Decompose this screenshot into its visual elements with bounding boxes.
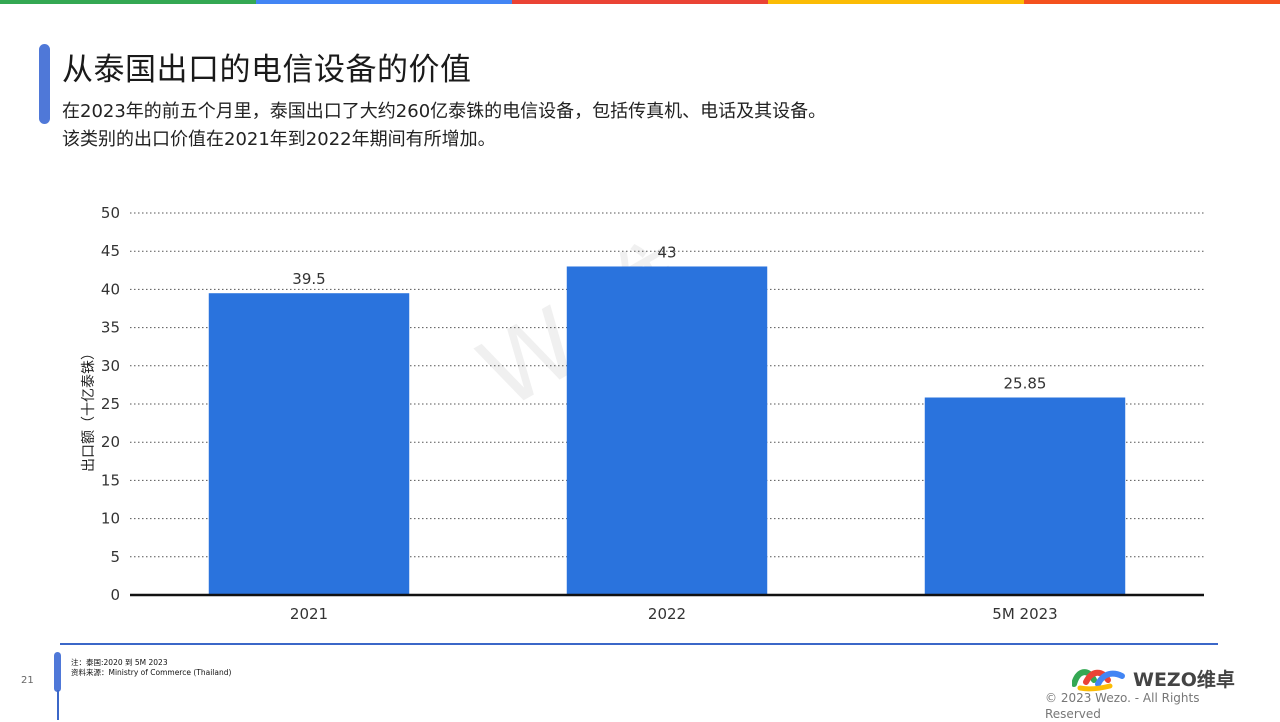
title-accent-bar [39,44,50,124]
top-bar-segment-blue [256,0,512,4]
y-tick-label: 5 [110,548,120,566]
y-tick-label: 15 [101,471,120,489]
page-subtitle: 在2023年的前五个月里，泰国出口了大约260亿泰铢的电信设备，包括传真机、电话… [62,98,826,154]
y-tick-label: 50 [101,204,120,222]
copyright: © 2023 Wezo. - All Rights Reserved [1045,691,1200,721]
subtitle-line-1: 在2023年的前五个月里，泰国出口了大约260亿泰铢的电信设备，包括传真机、电话… [62,101,827,122]
bar [566,266,768,595]
wezo-logo-icon [1072,669,1125,692]
y-tick-label: 10 [101,510,120,528]
x-tick-label: 2021 [290,605,328,623]
y-tick-label: 20 [101,433,120,451]
data-label: 39.5 [292,270,325,288]
footer-accent-line [57,690,59,720]
subtitle-line-2: 该类别的出口价值在2021年到2022年期间有所增加。 [62,129,496,150]
logo-text: WEZO维卓 [1133,669,1235,691]
y-tick-label: 30 [101,357,120,375]
x-tick-label: 5M 2023 [992,605,1057,623]
top-bar-segment-red [512,0,768,4]
y-tick-label: 45 [101,242,120,260]
page-number: 21 [21,675,34,686]
y-axis-label: 出口额（十亿泰铢） [81,346,97,472]
top-color-bar [0,0,1280,4]
top-bar-segment-green [0,0,256,4]
footer-source: 资料来源：Ministry of Commerce (Thailand) [71,668,232,677]
y-tick-label: 0 [110,586,120,604]
x-tick-label: 2022 [648,605,686,623]
top-bar-segment-orange [1024,0,1280,4]
bar [208,293,410,595]
footer-divider [60,643,1218,645]
y-tick-label: 25 [101,395,120,413]
y-tick-label: 40 [101,280,120,298]
page-title: 从泰国出口的电信设备的价值 [62,52,472,88]
top-bar-segment-yellow [768,0,1024,4]
footer-notes: 注：泰国:2020 到 5M 2023 资料来源：Ministry of Com… [71,658,231,678]
data-label: 25.85 [1004,375,1047,393]
footer-note: 注：泰国:2020 到 5M 2023 [71,658,168,667]
bar [924,397,1126,595]
y-tick-label: 35 [101,319,120,337]
data-label: 43 [657,243,676,261]
footer-accent-bar [54,652,61,692]
